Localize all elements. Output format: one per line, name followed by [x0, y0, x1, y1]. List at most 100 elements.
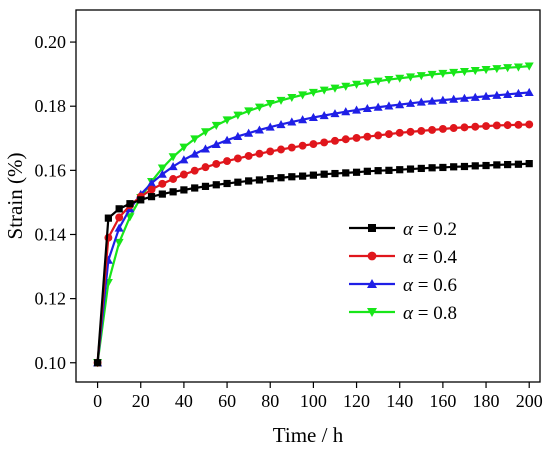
- data-point: [287, 93, 297, 103]
- data-point: [276, 119, 286, 129]
- data-point: [265, 122, 275, 131]
- data-point: [309, 140, 318, 149]
- legend-marker: [368, 224, 376, 232]
- data-point: [320, 138, 329, 147]
- data-point: [362, 103, 372, 113]
- legend-label: α = 0.6: [403, 275, 457, 296]
- data-point: [298, 91, 308, 100]
- data-point: [200, 128, 210, 137]
- data-point: [460, 123, 469, 132]
- data-point: [126, 200, 134, 208]
- x-tick-label: 40: [175, 391, 193, 411]
- data-point: [211, 139, 221, 148]
- data-point: [417, 126, 426, 135]
- legend-marker: [367, 308, 377, 317]
- data-point: [330, 109, 340, 118]
- data-point: [223, 157, 232, 166]
- data-point: [513, 63, 523, 72]
- data-point: [244, 107, 254, 116]
- data-point: [363, 167, 371, 175]
- data-point: [179, 170, 188, 179]
- data-point: [298, 115, 308, 124]
- data-point: [492, 90, 502, 99]
- data-point: [503, 89, 513, 98]
- data-point: [233, 111, 243, 120]
- data-point: [190, 149, 200, 158]
- data-point: [374, 167, 382, 175]
- data-point: [190, 166, 199, 175]
- data-point: [384, 101, 394, 110]
- data-point: [470, 67, 480, 76]
- y-tick-label: 0.10: [35, 353, 67, 373]
- data-point: [114, 223, 124, 232]
- data-point: [342, 169, 350, 177]
- legend-item: α = 0.2: [349, 219, 457, 240]
- data-point: [449, 94, 459, 103]
- data-point: [524, 62, 534, 71]
- data-point: [299, 172, 307, 180]
- data-point: [374, 131, 383, 140]
- x-tick-label: 60: [218, 391, 236, 411]
- data-point: [169, 175, 178, 183]
- data-point: [93, 359, 102, 367]
- y-tick-label: 0.14: [35, 224, 67, 244]
- data-point: [254, 103, 264, 112]
- y-tick-label: 0.16: [35, 160, 67, 180]
- data-point: [331, 169, 339, 178]
- data-point: [514, 160, 523, 168]
- data-point: [298, 141, 307, 150]
- legend-marker: [367, 279, 377, 288]
- legend-label: α = 0.2: [403, 219, 457, 240]
- data-point: [245, 177, 253, 185]
- data-point: [212, 159, 221, 168]
- data-point: [438, 95, 448, 104]
- data-point: [331, 136, 339, 145]
- data-point: [341, 107, 351, 116]
- legend-item: α = 0.4: [349, 247, 457, 268]
- data-point: [514, 120, 523, 129]
- data-point: [255, 149, 264, 158]
- data-point: [319, 111, 329, 120]
- data-point: [428, 164, 436, 172]
- series-line: [96, 91, 530, 363]
- legend-item: α = 0.6: [349, 275, 457, 296]
- legend-item: α = 0.8: [349, 303, 457, 324]
- data-point: [309, 171, 317, 179]
- data-point: [352, 105, 362, 114]
- data-point: [524, 87, 534, 97]
- data-point: [115, 205, 123, 213]
- data-point: [459, 67, 469, 77]
- data-point: [482, 161, 490, 170]
- data-point: [460, 162, 469, 171]
- data-point: [396, 166, 404, 174]
- data-point: [513, 88, 523, 97]
- data-point: [158, 190, 166, 198]
- axes-layer: 0 20 40 60 80 100 120 140 160 180 200 0.10 0.12 0.14 0…: [35, 9, 543, 411]
- data-point: [179, 155, 189, 164]
- data-point: [233, 131, 243, 140]
- data-point: [449, 124, 458, 132]
- data-point: [115, 213, 124, 222]
- data-point: [471, 162, 479, 170]
- data-point: [503, 121, 512, 130]
- data-point: [352, 80, 362, 89]
- data-point: [157, 169, 167, 178]
- data-point: [320, 170, 328, 178]
- data-point: [341, 82, 351, 91]
- data-point: [254, 125, 264, 134]
- series-line: [96, 123, 530, 363]
- data-point: [191, 184, 199, 192]
- data-point: [417, 164, 425, 173]
- data-point: [406, 127, 415, 136]
- x-tick-label: 180: [473, 391, 500, 411]
- data-point: [438, 69, 448, 78]
- series-4: [93, 62, 534, 368]
- data-point: [147, 185, 156, 194]
- data-point: [493, 161, 501, 169]
- plot-frame: [75, 9, 541, 383]
- data-point: [449, 68, 459, 78]
- data-point: [373, 102, 383, 111]
- data-point: [406, 165, 415, 173]
